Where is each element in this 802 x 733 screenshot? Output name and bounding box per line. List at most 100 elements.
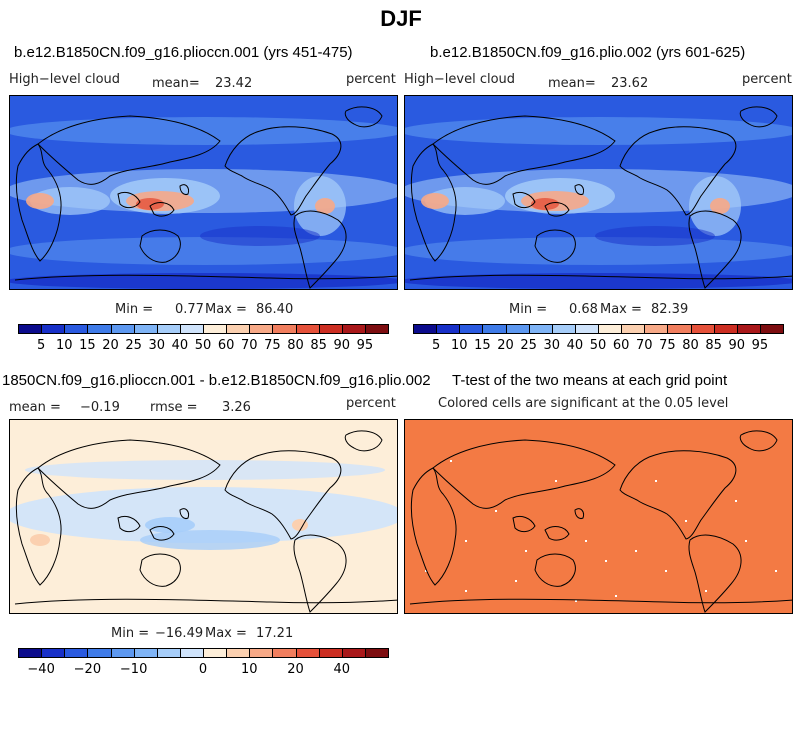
colorbar-box xyxy=(272,648,297,658)
colorbar-label: 60 xyxy=(612,338,630,353)
panel2-mean-label: mean= xyxy=(548,76,596,91)
colorbar-box xyxy=(272,324,297,334)
panel3-case-title: 1850CN.f09_g16.plioccn.001 - b.e12.B1850… xyxy=(2,372,431,389)
colorbar-label: 15 xyxy=(79,338,96,353)
coastline xyxy=(409,430,792,613)
colorbar-label: 10 xyxy=(450,338,468,353)
colorbar-label: 20 xyxy=(102,338,119,353)
colorbar-box xyxy=(110,324,135,334)
colorbar-box xyxy=(574,324,599,334)
colorbar-box xyxy=(18,324,43,334)
panel2-min-value: 0.68 xyxy=(569,302,598,317)
colorbar-box xyxy=(482,324,507,334)
coastline xyxy=(14,430,397,613)
colorbar-box xyxy=(318,324,343,334)
panel2-mean-value: 23.62 xyxy=(611,76,649,91)
panel1-mean-value: 23.42 xyxy=(215,76,253,91)
colorbar-box xyxy=(736,324,761,334)
panel4-ttest-map xyxy=(404,419,793,614)
panel2-max-value: 82.39 xyxy=(651,302,689,317)
panel2-min-label: Min = xyxy=(509,302,548,317)
colorbar-box xyxy=(413,324,438,334)
colorbar-box xyxy=(295,648,320,658)
colorbar-box xyxy=(551,324,576,334)
colorbar-label: 70 xyxy=(635,338,653,353)
colorbar-box xyxy=(179,324,204,334)
colorbar-label: 70 xyxy=(240,338,258,353)
colorbar-label: 95 xyxy=(356,338,374,353)
colorbar-label: 80 xyxy=(287,338,304,353)
coastline xyxy=(14,106,397,289)
colorbar-box xyxy=(667,324,692,334)
panel4-case-title: T-test of the two means at each grid poi… xyxy=(452,372,728,389)
colorbar-box xyxy=(110,648,135,658)
colorbar-box xyxy=(156,648,181,658)
colorbar-label: 5 xyxy=(431,338,441,353)
colorbar-label: 85 xyxy=(310,338,327,353)
colorbar-label: 90 xyxy=(728,338,746,353)
colorbar-box xyxy=(41,648,66,658)
panel1-min-value: 0.77 xyxy=(175,302,204,317)
colorbar-label: 40 xyxy=(171,338,189,353)
colorbar-label: −20 xyxy=(73,662,102,677)
panel2-units: percent xyxy=(742,72,792,87)
colorbar-box xyxy=(87,324,112,334)
colorbar-box xyxy=(528,324,553,334)
panel1-cloud-map xyxy=(9,95,398,290)
panel3-units: percent xyxy=(346,396,396,411)
panel2-case-title: b.e12.B1850CN.f09_g16.plio.002 (yrs 601-… xyxy=(430,44,746,61)
colorbar-label: 30 xyxy=(543,338,561,353)
cloud-field xyxy=(405,117,792,289)
panel1-mean-label: mean= xyxy=(152,76,200,91)
colorbar-box xyxy=(203,324,228,334)
colorbar-label: 90 xyxy=(333,338,351,353)
cloud-field xyxy=(10,117,397,289)
colorbar-label: 75 xyxy=(264,338,281,353)
panel3-rmse-value: 3.26 xyxy=(222,400,251,415)
panel1-units: percent xyxy=(346,72,396,87)
insignificant-cells xyxy=(425,460,777,602)
colorbar-box xyxy=(133,648,158,658)
colorbar-label: 5 xyxy=(36,338,46,353)
panel3-difference-map xyxy=(9,419,398,614)
colorbar-box xyxy=(713,324,738,334)
colorbar-label: 25 xyxy=(125,338,142,353)
colorbar-label: 85 xyxy=(705,338,722,353)
colorbar-box xyxy=(621,324,646,334)
colorbar-box xyxy=(459,324,484,334)
colorbar-label: 95 xyxy=(751,338,769,353)
colorbar-box xyxy=(179,648,204,658)
panel3-min-label: Min = xyxy=(111,626,150,641)
panel2-variable-label: High−level cloud xyxy=(404,72,516,87)
colorbar-box xyxy=(249,648,274,658)
colorbar-box xyxy=(436,324,461,334)
colorbar-box xyxy=(318,648,343,658)
panel4-subtitle: Colored cells are significant at the 0.0… xyxy=(438,396,729,411)
figure-title: DJF xyxy=(380,6,422,31)
colorbar-box xyxy=(18,648,43,658)
colorbar-label: 30 xyxy=(148,338,166,353)
panel3-mean-value: −0.19 xyxy=(80,400,120,415)
colorbar-box xyxy=(41,324,66,334)
colorbar-label: 50 xyxy=(589,338,607,353)
colorbar-label: 80 xyxy=(682,338,699,353)
colorbar-label: 60 xyxy=(217,338,235,353)
colorbar-box xyxy=(341,648,366,658)
panel1-max-label: Max = xyxy=(205,302,247,317)
colorbar-box xyxy=(341,324,366,334)
colorbar-box xyxy=(226,324,251,334)
colorbar-label: 10 xyxy=(55,338,73,353)
colorbar-label: 25 xyxy=(520,338,537,353)
colorbar-box xyxy=(295,324,320,334)
panel2-cloud-map xyxy=(404,95,793,290)
panel3-rmse-label: rmse = xyxy=(150,400,198,415)
colorbar-box xyxy=(364,648,389,658)
panel2-max-label: Max = xyxy=(600,302,642,317)
colorbar-label: 20 xyxy=(287,662,304,677)
colorbar-label: 50 xyxy=(194,338,212,353)
colorbar-box xyxy=(156,324,181,334)
colorbar-box xyxy=(249,324,274,334)
colorbar-label: 75 xyxy=(659,338,676,353)
colorbar-label: 0 xyxy=(198,662,208,677)
panel1-min-label: Min = xyxy=(115,302,154,317)
